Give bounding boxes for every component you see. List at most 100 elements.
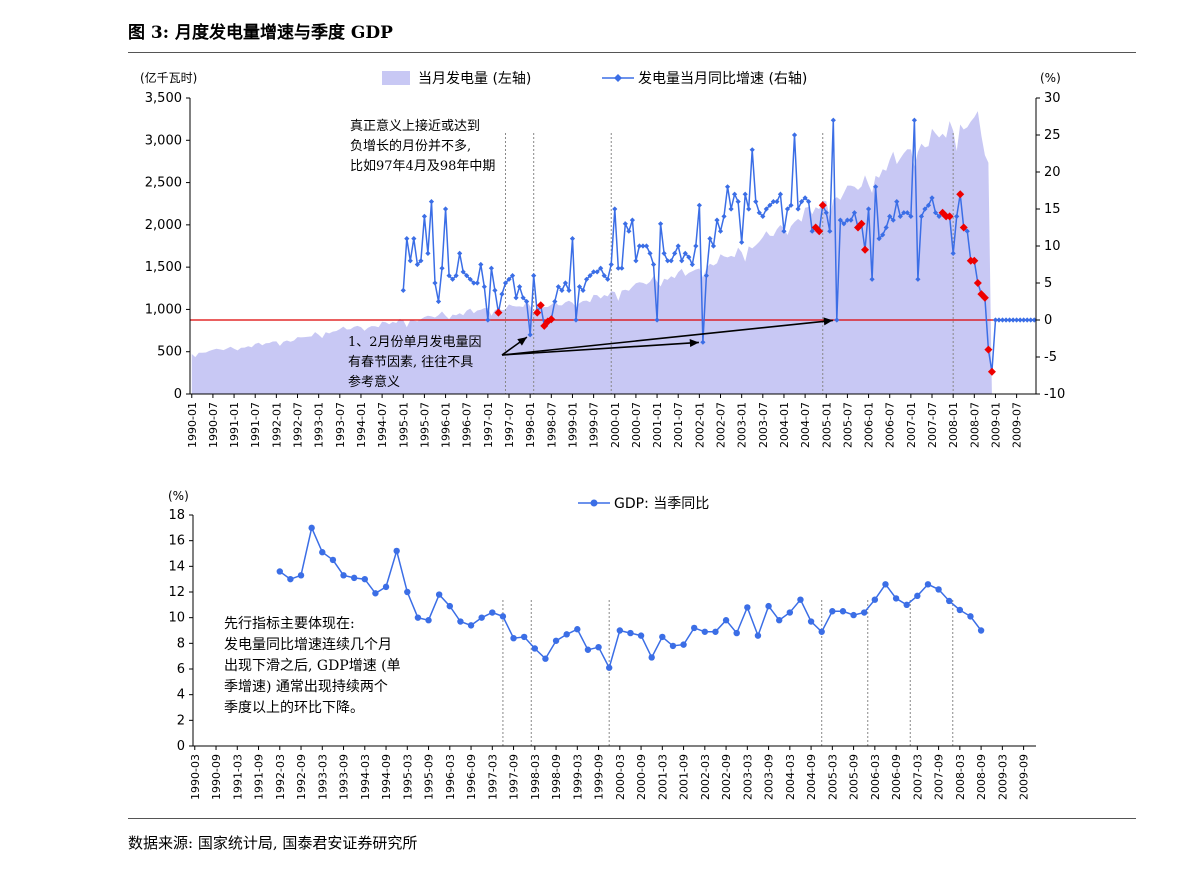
gdp-point-2007-06: [924, 581, 932, 588]
data-point-1999-10: [601, 273, 607, 279]
data-point-2003-06: [756, 210, 762, 216]
top-rule: [128, 52, 1136, 53]
annotation-spring-festival-line-1: 有春节因素, 往往不具: [348, 355, 473, 370]
gdp-point-2000-03: [616, 627, 624, 634]
x-tick-label-16: 1998-01: [524, 402, 537, 448]
gdp-x-tick-label-37: 2008-09: [975, 754, 988, 800]
data-point-1995-03: [407, 258, 413, 264]
x-tick-label-8: 1994-01: [355, 402, 368, 448]
gdp-point-1995-06: [414, 614, 422, 621]
annotation-spring-festival-line-0: 1、2月份单月发电量因: [348, 334, 482, 350]
data-point-2002-02: [700, 339, 706, 345]
gdp-point-1995-12: [435, 591, 443, 598]
left-tick-label-0: 0: [174, 387, 182, 402]
data-point-2003-02: [742, 191, 748, 197]
right-tick-label-6: 20: [1044, 165, 1061, 180]
x-tick-label-19: 1999-07: [588, 402, 601, 448]
data-point-2006-08: [890, 217, 896, 223]
x-tick-label-13: 1996-07: [461, 402, 474, 448]
x-tick-label-17: 1998-07: [545, 402, 558, 448]
data-point-2006-12: [904, 210, 910, 216]
data-point-2004-04: [791, 132, 798, 138]
data-point-2003-05: [753, 199, 759, 205]
data-point-2000-01: [612, 206, 618, 212]
gdp-point-1996-06: [457, 618, 464, 625]
gdp-point-1993-03: [319, 549, 326, 556]
annotation-arrowhead-0: [517, 337, 527, 346]
highlight-point-2008-10: [980, 293, 989, 302]
data-point-2006-01: [865, 206, 872, 212]
gdp-point-1999-06: [584, 646, 592, 653]
data-point-1995-07: [421, 213, 428, 219]
gdp-x-tick-label-15: 1997-09: [508, 754, 521, 800]
gdp-legend-marker: [590, 499, 598, 507]
gdp-point-1997-03: [489, 609, 496, 616]
data-point-2001-04: [665, 258, 671, 264]
data-point-2000-10: [643, 243, 650, 249]
data-point-2002-07: [717, 228, 724, 234]
gdp-x-tick-label-18: 1999-03: [571, 754, 584, 800]
gdp-point-1996-09: [467, 622, 475, 629]
data-point-2003-08: [763, 206, 769, 212]
data-point-2006-03: [873, 184, 879, 190]
data-point-2005-09: [851, 210, 858, 216]
right-tick-label-0: -10: [1044, 387, 1065, 402]
data-point-1995-10: [432, 280, 438, 286]
data-point-1999-04: [580, 287, 586, 293]
gdp-point-1997-06: [499, 613, 507, 620]
x-tick-label-34: 2007-01: [905, 402, 918, 448]
gdp-point-2007-09: [935, 586, 942, 593]
x-tick-label-0: 1990-01: [186, 402, 199, 448]
left-tick-label-4: 2,000: [145, 218, 182, 233]
gdp-point-1992-03: [276, 568, 283, 575]
gdp-point-2003-12: [776, 617, 783, 624]
data-point-2000-02: [615, 265, 621, 271]
data-point-1998-02: [531, 273, 537, 279]
data-point-1995-11: [435, 298, 442, 305]
gdp-x-tick-label-0: 1990-03: [189, 754, 202, 800]
data-point-1997-08: [509, 273, 516, 279]
data-point-2001-12: [693, 243, 699, 249]
data-point-2006-10: [897, 213, 903, 219]
gdp-line-layer: [276, 524, 985, 671]
legend-line: 发电量当月同比增速 (右轴): [602, 71, 807, 87]
highlight-point-2008-03: [956, 190, 965, 199]
gdp-x-tick-label-24: 2002-03: [699, 754, 712, 800]
x-tick-label-22: 2001-01: [651, 402, 664, 448]
data-point-1996-07: [464, 273, 470, 279]
x-tick-label-32: 2006-01: [863, 402, 876, 448]
data-point-1996-04: [453, 273, 459, 279]
data-point-2000-03: [619, 265, 625, 271]
gdp-x-tick-label-38: 2009-03: [996, 754, 1009, 800]
gdp-y-tick-label-5: 10: [168, 611, 185, 626]
data-point-2003-12: [777, 191, 784, 197]
gdp-x-tick-label-14: 1997-03: [486, 754, 499, 800]
gdp-point-2004-09: [807, 618, 815, 625]
data-point-2001-09: [682, 250, 688, 256]
data-point-2004-08: [806, 199, 812, 205]
gdp-point-1999-09: [595, 643, 602, 651]
data-point-2009-09: [1021, 317, 1027, 323]
data-point-2008-02: [954, 213, 960, 219]
gdp-annotation-line-0: 先行指标主要体现在:: [224, 616, 355, 632]
gdp-axes-layer: 0 2 4 6 8 10 12 14 16 18 1990-03 1990-09 1991-03 1991…: [168, 508, 1036, 800]
data-point-2004-07: [802, 195, 808, 201]
data-point-2006-09: [894, 199, 900, 205]
gdp-point-2003-06: [754, 632, 762, 639]
gdp-point-2003-03: [744, 604, 751, 611]
data-point-2000-07: [633, 258, 639, 264]
data-point-1999-08: [594, 269, 600, 275]
gdp-point-1998-09: [552, 637, 560, 644]
gdp-point-1996-03: [446, 602, 453, 610]
data-point-2000-05: [626, 228, 632, 234]
gdp-point-1992-12: [308, 524, 315, 532]
data-point-2001-02: [657, 221, 664, 227]
data-point-1999-11: [605, 276, 611, 282]
highlight-point-2004-11: [815, 227, 824, 236]
x-tick-label-26: 2003-01: [736, 402, 749, 448]
gdp-point-2000-06: [627, 629, 634, 637]
gdp-point-2007-12: [946, 597, 953, 605]
gdp-point-2002-12: [733, 629, 740, 637]
data-point-1995-01: [400, 287, 406, 293]
